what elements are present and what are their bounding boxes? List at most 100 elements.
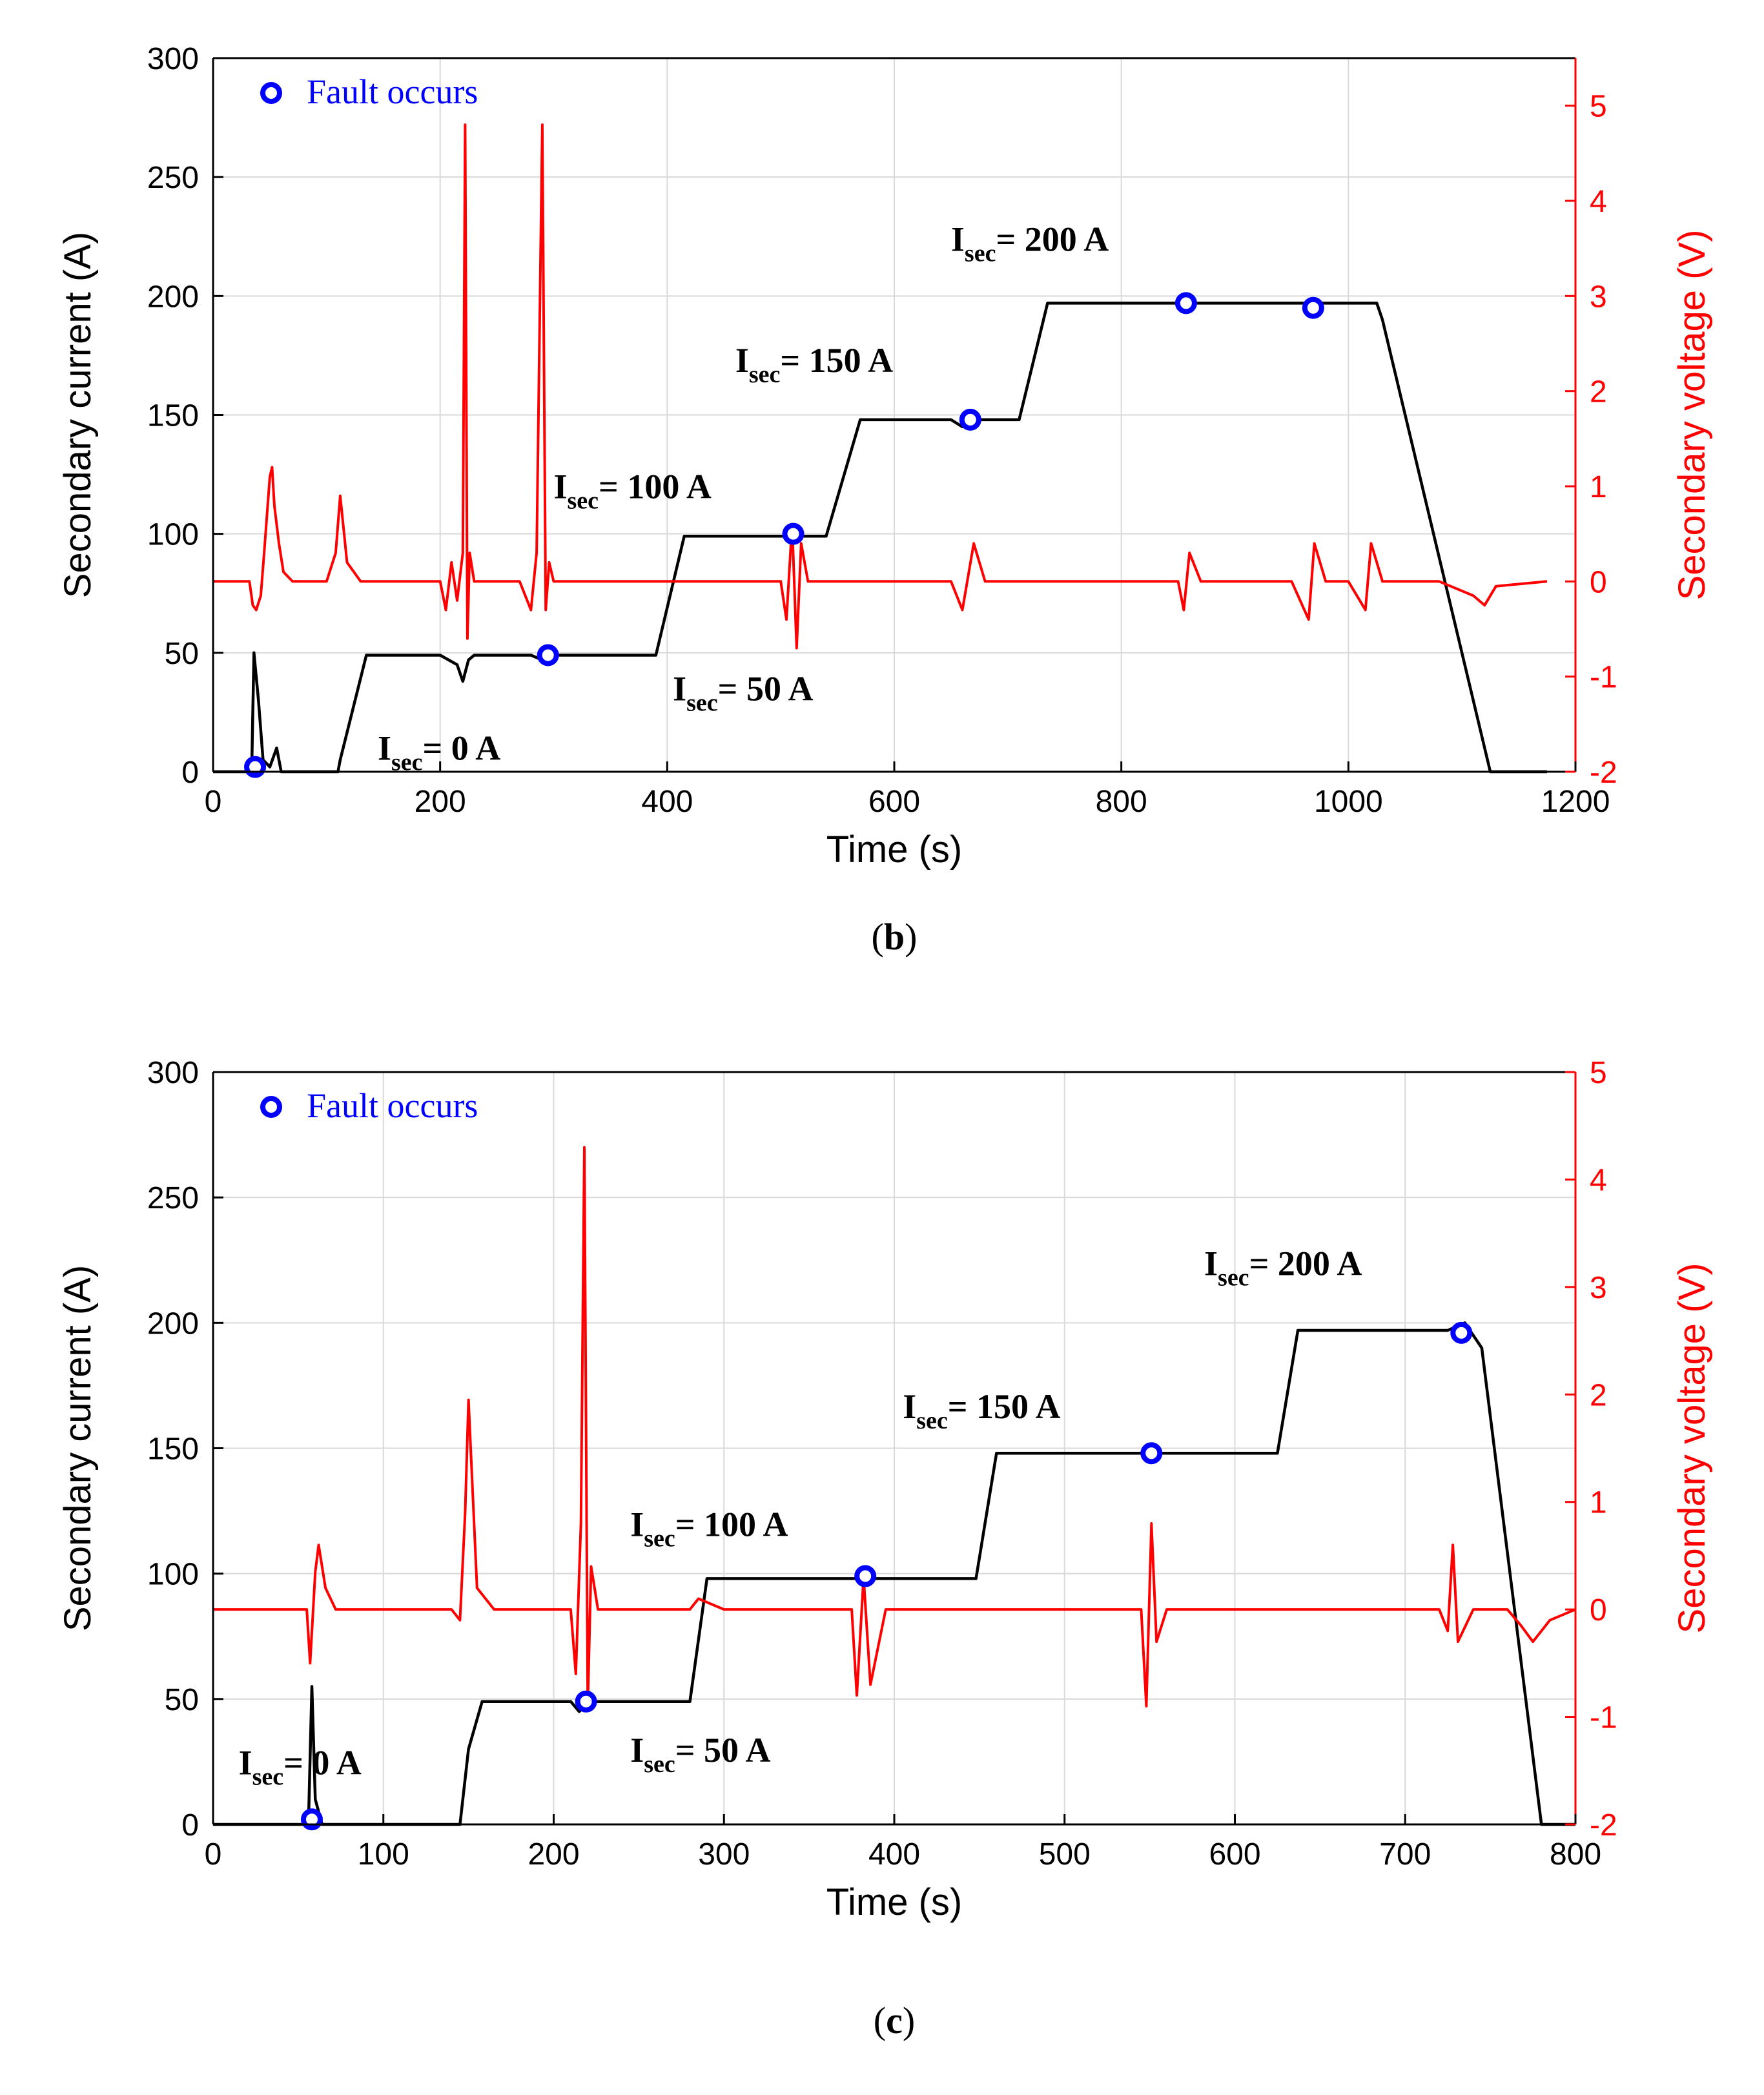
- annotation-subscript: sec: [644, 1751, 675, 1778]
- annotation-label: Isec= 0 A: [239, 1743, 362, 1790]
- annotation-symbol: I: [735, 341, 749, 380]
- x-tick-label: 700: [1379, 1837, 1431, 1872]
- annotation-value: = 150 A: [780, 341, 893, 380]
- annotation-label: Isec= 150 A: [903, 1387, 1060, 1434]
- y-tick-label: 250: [147, 161, 199, 195]
- fault-marker: [244, 756, 267, 778]
- annotation-value: = 0 A: [283, 1743, 362, 1782]
- annotation-symbol: I: [630, 1731, 644, 1770]
- fault-marker: [959, 408, 981, 431]
- y-axis-label: Secondary current (A): [57, 1265, 99, 1631]
- y2-tick-label: 3: [1590, 280, 1607, 314]
- annotation-symbol: I: [673, 670, 686, 708]
- voltage-series-line: [213, 1146, 1576, 1708]
- x-tick-label: 1200: [1541, 785, 1610, 819]
- annotation-label: Isec= 50 A: [630, 1731, 770, 1778]
- annotation-subscript: sec: [1218, 1264, 1249, 1292]
- annotation-symbol: I: [554, 467, 568, 506]
- legend-label: Fault occurs: [307, 1086, 478, 1125]
- y2-tick-label: -1: [1590, 661, 1617, 695]
- y-tick-label: 100: [147, 518, 199, 552]
- y-tick-label: 100: [147, 1558, 199, 1592]
- annotation-subscript: sec: [686, 690, 718, 717]
- annotation-subscript: sec: [916, 1407, 948, 1434]
- annotation-subscript: sec: [252, 1763, 284, 1790]
- y2-tick-label: 5: [1590, 90, 1607, 124]
- y-tick-label: 0: [181, 756, 199, 790]
- y-tick-label: 200: [147, 1306, 199, 1341]
- x-axis-label: Time (s): [826, 829, 962, 871]
- legend-marker: [260, 1096, 282, 1118]
- x-tick-label: 600: [868, 785, 920, 819]
- annotation-label: Isec= 0 A: [378, 729, 500, 776]
- annotation-label: Isec= 200 A: [1204, 1244, 1362, 1292]
- y2-tick-label: 1: [1590, 470, 1607, 504]
- y2-tick-label: 2: [1590, 375, 1607, 409]
- x-tick-label: 800: [1096, 785, 1147, 819]
- y2-tick-label: 5: [1590, 1056, 1607, 1090]
- voltage-series-line: [213, 123, 1548, 650]
- annotation-subscript: sec: [568, 487, 599, 514]
- panel-caption: (c): [874, 1999, 915, 2041]
- fault-marker: [782, 522, 805, 545]
- legend-label: Fault occurs: [307, 72, 478, 111]
- annotation-value: = 50 A: [675, 1731, 771, 1770]
- annotation-value: = 0 A: [423, 729, 501, 768]
- y-tick-label: 150: [147, 1432, 199, 1467]
- y2-tick-label: 3: [1590, 1271, 1607, 1305]
- annotation-subscript: sec: [965, 240, 996, 267]
- y2-tick-label: 4: [1590, 185, 1607, 219]
- annotation-label: Isec= 100 A: [554, 467, 712, 514]
- x-tick-label: 400: [641, 785, 693, 819]
- y-tick-label: 150: [147, 399, 199, 433]
- annotation-symbol: I: [951, 220, 965, 258]
- annotation-symbol: I: [239, 1743, 252, 1782]
- y-axis-label: Secondary current (A): [57, 232, 99, 598]
- chart-panel-b: 0 200 400 600 800 1000 1200050100150200250300-…: [57, 42, 1713, 958]
- annotation-value: = 100 A: [675, 1505, 788, 1543]
- x-axis-label: Time (s): [826, 1881, 962, 1923]
- y2-tick-label: 0: [1590, 565, 1607, 599]
- annotation-value: = 100 A: [599, 467, 712, 506]
- fault-marker: [1174, 292, 1197, 315]
- annotation-value: = 200 A: [1249, 1244, 1362, 1283]
- annotation-symbol: I: [378, 729, 391, 768]
- annotation-label: Isec= 150 A: [735, 341, 893, 388]
- y-tick-label: 50: [165, 637, 199, 671]
- y2-tick-label: -2: [1590, 756, 1617, 790]
- fault-marker: [575, 1690, 597, 1713]
- annotation-subscript: sec: [749, 361, 781, 388]
- fault-marker: [1302, 296, 1324, 319]
- annotation-symbol: I: [903, 1387, 916, 1426]
- fault-marker: [854, 1565, 877, 1587]
- y-tick-label: 300: [147, 1056, 199, 1090]
- annotation-label: Isec= 100 A: [630, 1505, 788, 1552]
- fault-marker: [1140, 1442, 1163, 1465]
- annotation-subscript: sec: [644, 1525, 675, 1552]
- y2-tick-label: -1: [1590, 1701, 1617, 1735]
- panel-caption-letter: b: [884, 916, 905, 958]
- y2-tick-label: 4: [1590, 1163, 1607, 1197]
- annotation-label: Isec= 200 A: [951, 220, 1109, 267]
- annotation-value: = 200 A: [996, 220, 1109, 258]
- panel-caption: (b): [872, 916, 918, 958]
- y2-tick-label: 1: [1590, 1486, 1607, 1520]
- x-tick-label: 200: [415, 785, 466, 819]
- fault-marker: [1450, 1321, 1473, 1344]
- panel-caption-letter: c: [886, 1999, 903, 2041]
- y2-tick-label: -2: [1590, 1808, 1617, 1842]
- x-tick-label: 800: [1550, 1837, 1601, 1872]
- y-tick-label: 200: [147, 280, 199, 314]
- x-tick-label: 0: [205, 1837, 222, 1872]
- fault-marker: [537, 644, 559, 666]
- x-tick-label: 600: [1209, 1837, 1260, 1872]
- annotation-symbol: I: [1204, 1244, 1218, 1283]
- y2-tick-label: 2: [1590, 1378, 1607, 1412]
- y2-axis-label: Secondary voltage (V): [1671, 1263, 1713, 1634]
- annotation-subscript: sec: [391, 749, 423, 776]
- x-tick-label: 1000: [1314, 785, 1383, 819]
- chart-panel-c: 0 100 200 300 400 500 600 700 800050100150200250…: [57, 1056, 1713, 2041]
- x-tick-label: 300: [698, 1837, 750, 1872]
- y-tick-label: 50: [165, 1683, 199, 1717]
